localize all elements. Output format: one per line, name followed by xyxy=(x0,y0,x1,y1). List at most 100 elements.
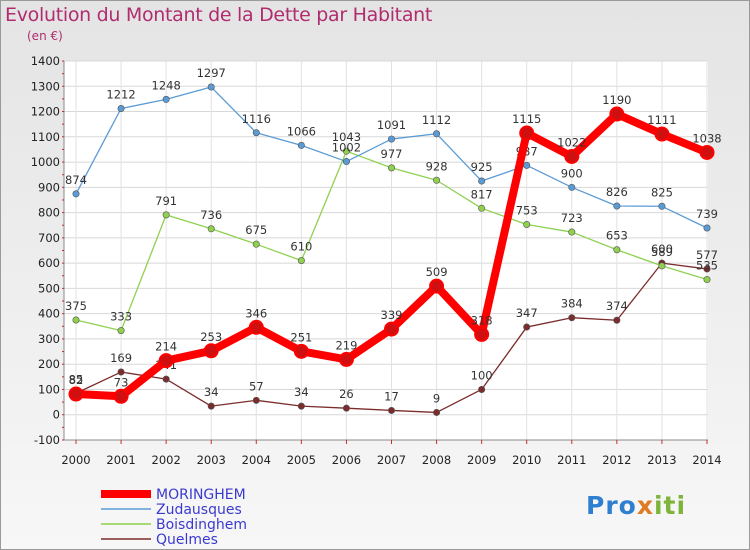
data-point xyxy=(387,135,395,143)
data-point xyxy=(342,404,350,412)
x-tick-label: 2012 xyxy=(602,453,631,467)
proxiti-logo: Proxiti xyxy=(586,491,687,520)
data-label: 82 xyxy=(69,373,84,387)
data-point xyxy=(564,149,580,165)
y-tick-label: 500 xyxy=(38,281,60,295)
data-label: 85 xyxy=(69,372,84,386)
data-point xyxy=(658,262,666,270)
data-point xyxy=(248,319,264,335)
data-label: 318 xyxy=(471,313,493,327)
data-label: 1297 xyxy=(197,66,226,80)
y-tick-label: -100 xyxy=(34,433,60,447)
data-label: 100 xyxy=(471,368,493,382)
data-label: 600 xyxy=(651,242,673,256)
data-label: 1066 xyxy=(287,124,316,138)
data-label: 977 xyxy=(381,147,403,161)
data-label: 1038 xyxy=(692,131,721,145)
data-label: 1112 xyxy=(422,113,451,127)
data-point xyxy=(474,326,490,342)
y-tick-label: 200 xyxy=(38,357,60,371)
data-point xyxy=(613,246,621,254)
x-tick-label: 2003 xyxy=(197,453,226,467)
y-tick-label: 800 xyxy=(38,206,60,220)
data-point xyxy=(252,240,260,248)
data-point xyxy=(207,225,215,233)
y-tick-label: 1200 xyxy=(31,105,60,119)
data-point xyxy=(203,343,219,359)
data-label: 723 xyxy=(561,211,583,225)
data-point xyxy=(387,164,395,172)
legend-label: MORINGHEM xyxy=(156,487,246,503)
data-label: 219 xyxy=(335,338,357,352)
y-tick-label: 400 xyxy=(38,307,60,321)
chart-subtitle: (en €) xyxy=(27,29,63,43)
data-point xyxy=(207,83,215,91)
data-point xyxy=(68,386,84,402)
data-label: 375 xyxy=(65,299,87,313)
x-tick-label: 2000 xyxy=(61,453,90,467)
data-label: 251 xyxy=(290,330,312,344)
data-point xyxy=(478,177,486,185)
data-label: 825 xyxy=(651,185,673,199)
y-tick-label: 1000 xyxy=(31,155,60,169)
x-tick-label: 2010 xyxy=(512,453,541,467)
x-tick-label: 2009 xyxy=(467,453,496,467)
data-label: 34 xyxy=(294,385,309,399)
data-point xyxy=(117,368,125,376)
x-tick-label: 2004 xyxy=(242,453,271,467)
data-point xyxy=(523,323,531,331)
y-tick-label: 100 xyxy=(38,382,60,396)
data-label: 374 xyxy=(606,299,628,313)
data-label: 509 xyxy=(426,265,448,279)
data-label: 826 xyxy=(606,185,628,199)
data-label: 925 xyxy=(471,160,493,174)
data-label: 1115 xyxy=(512,112,541,126)
data-point xyxy=(252,129,260,137)
y-tick-label: 1100 xyxy=(31,130,60,144)
data-label: 791 xyxy=(155,194,177,208)
data-point xyxy=(297,402,305,410)
data-label: 346 xyxy=(245,306,267,320)
data-point xyxy=(703,224,711,232)
data-label: 1022 xyxy=(557,136,586,150)
data-point xyxy=(113,388,129,404)
data-point xyxy=(117,327,125,335)
data-point xyxy=(342,147,350,155)
x-tick-label: 2011 xyxy=(557,453,586,467)
data-point xyxy=(654,126,670,142)
x-tick-label: 2001 xyxy=(106,453,135,467)
data-point xyxy=(519,125,535,141)
data-label: 900 xyxy=(561,166,583,180)
data-label: 610 xyxy=(290,240,312,254)
y-tick-label: 1300 xyxy=(31,79,60,93)
data-label: 535 xyxy=(696,259,718,273)
data-label: 736 xyxy=(200,208,222,222)
data-point xyxy=(384,321,399,337)
data-point xyxy=(568,314,576,322)
data-label: 253 xyxy=(200,330,222,344)
data-point xyxy=(703,276,711,284)
data-label: 34 xyxy=(204,385,219,399)
data-label: 339 xyxy=(381,308,403,322)
data-point xyxy=(699,144,715,160)
legend-label: Boisdinghem xyxy=(156,517,247,533)
data-label: 1043 xyxy=(332,130,361,144)
data-label: 1091 xyxy=(377,118,406,132)
data-point xyxy=(433,176,441,184)
data-label: 214 xyxy=(155,340,177,354)
data-point xyxy=(568,183,576,191)
data-point xyxy=(433,408,441,416)
data-point xyxy=(72,190,80,198)
data-label: 753 xyxy=(516,203,538,217)
data-point xyxy=(117,105,125,113)
data-point xyxy=(72,316,80,324)
data-point xyxy=(387,406,395,414)
y-tick-label: 0 xyxy=(53,408,60,422)
data-label: 384 xyxy=(561,297,583,311)
data-point xyxy=(568,228,576,236)
y-tick-label: 600 xyxy=(38,256,60,270)
data-label: 675 xyxy=(245,223,267,237)
x-tick-label: 2006 xyxy=(332,453,361,467)
